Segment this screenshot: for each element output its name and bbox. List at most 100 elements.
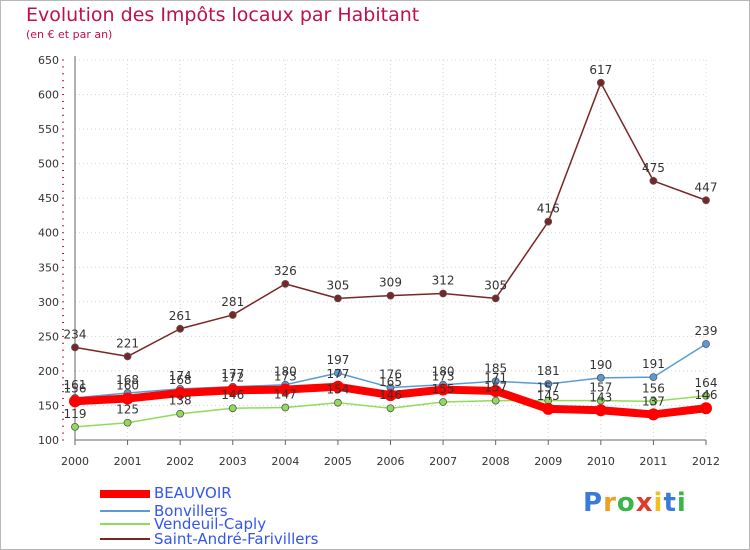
data-label: 156 <box>642 381 665 395</box>
x-tick-label: 2002 <box>166 455 194 468</box>
x-tick-label: 2012 <box>692 455 720 468</box>
data-point <box>647 408 660 421</box>
x-tick-label: 2004 <box>271 455 299 468</box>
data-label: 168 <box>116 373 139 387</box>
data-label: 145 <box>537 389 560 403</box>
x-tick-label: 2003 <box>219 455 247 468</box>
data-point <box>176 324 185 333</box>
x-tick-label: 2009 <box>534 455 562 468</box>
data-label: 157 <box>537 381 560 395</box>
data-point <box>491 294 500 303</box>
data-label: 180 <box>274 365 297 379</box>
data-point <box>384 389 397 402</box>
logo-letter: P <box>583 488 604 518</box>
data-label: 137 <box>642 394 665 408</box>
logo-letter: i <box>676 488 687 518</box>
data-label: 416 <box>537 202 560 216</box>
data-point <box>123 352 132 361</box>
y-tick-label: 300 <box>38 296 59 309</box>
y-tick-label: 600 <box>38 89 59 102</box>
data-point <box>281 279 290 288</box>
data-label: 305 <box>484 278 507 292</box>
data-label: 176 <box>379 367 402 381</box>
data-point <box>594 404 607 417</box>
data-label: 185 <box>484 361 507 375</box>
legend-swatch-beauvoir <box>100 490 150 498</box>
data-label: 157 <box>484 381 507 395</box>
data-label: 155 <box>432 382 455 396</box>
y-tick-label: 500 <box>38 158 59 171</box>
data-label: 177 <box>326 367 349 381</box>
data-label: 156 <box>64 381 87 395</box>
data-point <box>279 383 292 396</box>
data-label: 146 <box>221 388 244 402</box>
data-point <box>331 380 344 393</box>
x-tick-label: 2000 <box>61 455 89 468</box>
data-point <box>226 384 239 397</box>
data-point <box>544 217 553 226</box>
data-label: 190 <box>589 358 612 372</box>
data-label: 261 <box>169 309 192 323</box>
data-point <box>439 398 447 406</box>
data-label: 173 <box>274 370 297 384</box>
data-label: 171 <box>484 371 507 385</box>
x-tick-label: 2006 <box>377 455 405 468</box>
data-point <box>702 340 710 348</box>
data-label: 168 <box>169 373 192 387</box>
data-label: 146 <box>379 388 402 402</box>
y-tick-label: 200 <box>38 365 59 378</box>
data-label: 125 <box>116 403 139 417</box>
y-tick-label: 550 <box>38 123 59 136</box>
data-label: 160 <box>116 379 139 393</box>
data-point <box>596 78 605 87</box>
data-label: 180 <box>432 365 455 379</box>
data-point <box>700 402 712 415</box>
data-label: 172 <box>221 370 244 384</box>
data-point <box>69 395 81 408</box>
x-tick-label: 2010 <box>587 455 615 468</box>
data-point <box>649 177 658 185</box>
data-point <box>281 403 290 412</box>
data-point <box>121 392 134 405</box>
data-point <box>491 396 500 405</box>
data-label: 309 <box>379 276 402 290</box>
data-label: 281 <box>221 295 244 309</box>
legend-swatch-vendeuil-caply <box>100 523 150 525</box>
legend-label-beauvoir: BEAUVOIR <box>154 484 232 502</box>
data-point <box>176 409 185 418</box>
data-point <box>542 402 555 415</box>
data-label: 197 <box>326 353 349 367</box>
chart-subtitle: (en € et par an) <box>26 28 113 41</box>
data-point <box>386 291 395 300</box>
y-tick-label: 450 <box>38 192 59 205</box>
data-point <box>334 294 342 303</box>
y-tick-label: 400 <box>38 227 59 240</box>
logo-letter: r <box>603 488 617 518</box>
data-label: 234 <box>64 327 87 341</box>
chart-title: Evolution des Impôts locaux par Habitant <box>26 4 420 26</box>
data-point <box>228 311 237 319</box>
legend-label-saint-andre-farivillers: Saint-André-Farivillers <box>154 530 319 548</box>
legend-swatch-bonvillers <box>100 510 150 512</box>
y-tick-label: 100 <box>38 434 59 447</box>
legend-swatch-saint-andre-farivillers <box>100 538 150 540</box>
x-tick-label: 2007 <box>429 455 457 468</box>
data-point <box>228 404 237 413</box>
data-label: 119 <box>64 407 87 421</box>
data-label: 173 <box>432 370 455 384</box>
data-label: 146 <box>695 388 718 402</box>
y-tick-label: 250 <box>38 330 59 343</box>
data-point <box>489 384 502 397</box>
data-point <box>386 404 395 413</box>
proxiti-logo: Proxiti <box>583 488 687 518</box>
data-point <box>702 391 710 400</box>
data-point <box>334 398 342 407</box>
logo-letter: i <box>653 488 664 518</box>
data-point <box>596 373 605 382</box>
data-label: 138 <box>169 394 192 408</box>
data-point <box>491 377 500 386</box>
data-label: 154 <box>326 383 349 397</box>
y-tick-label: 150 <box>38 399 59 412</box>
data-label: 191 <box>642 357 665 371</box>
data-point <box>71 343 79 352</box>
